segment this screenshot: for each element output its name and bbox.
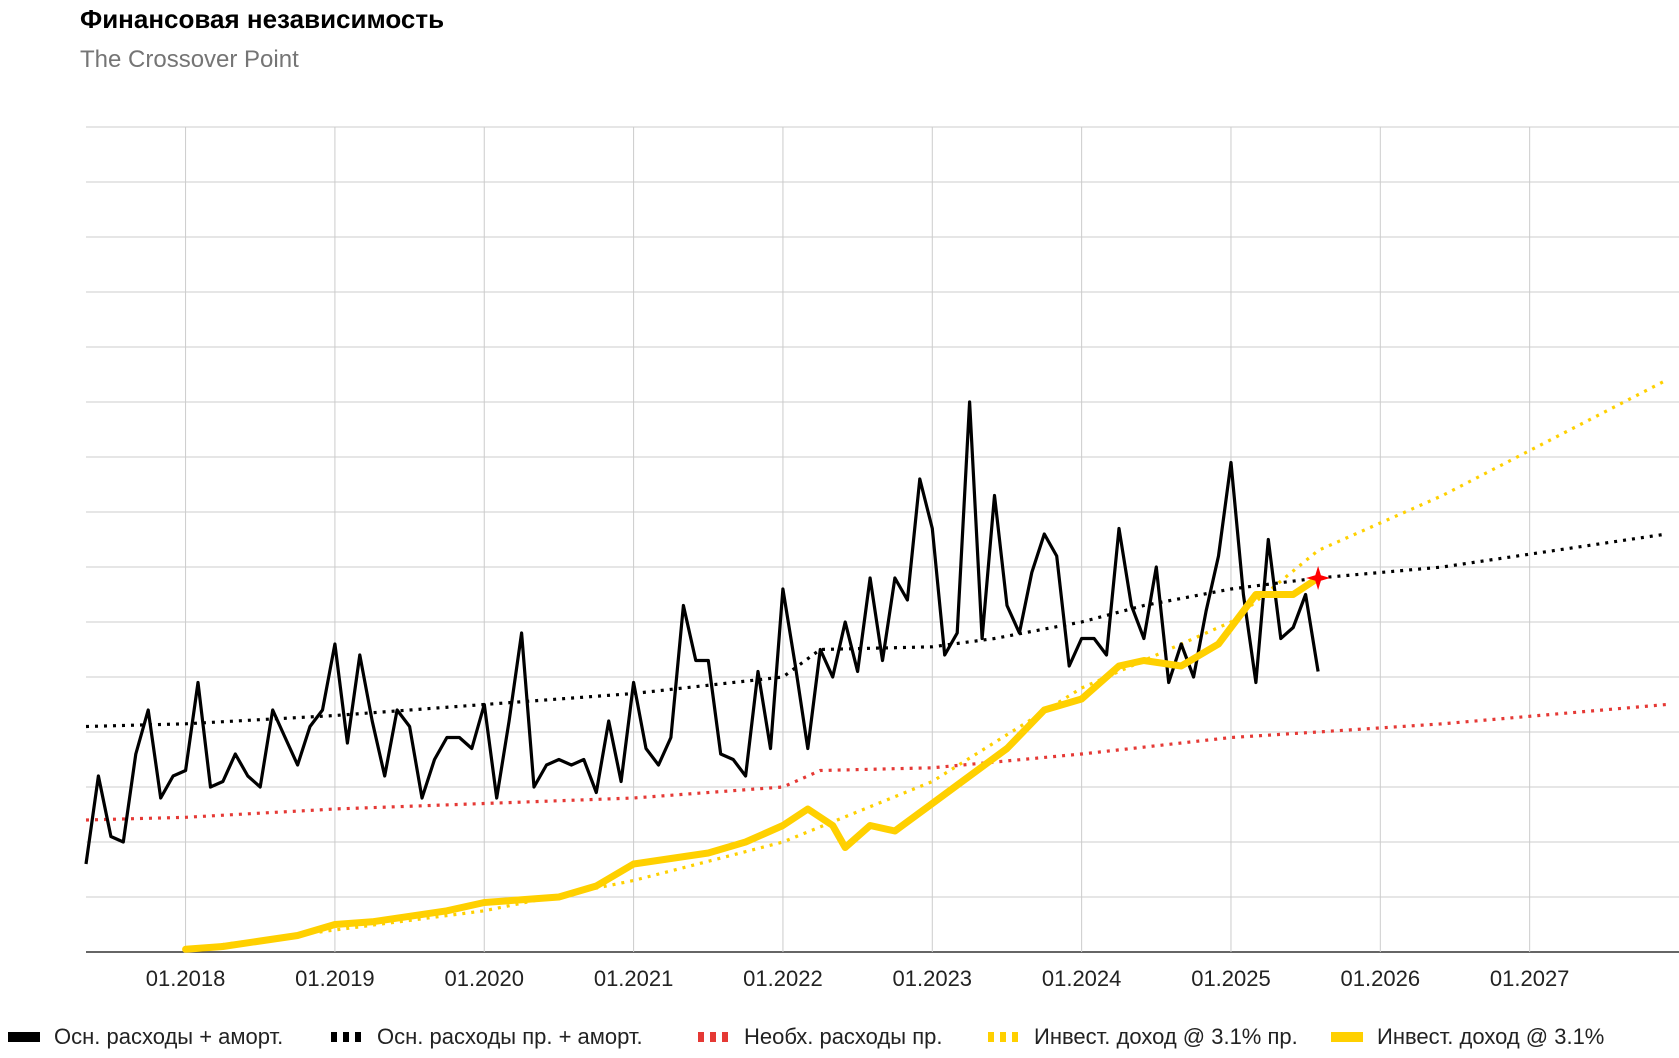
series-line-2 bbox=[85, 702, 1667, 822]
legend-swatch-dotted-black bbox=[331, 1032, 363, 1042]
x-axis-ticks: 01.2018 01.2019 01.2020 01.2021 01.2022 01.20… bbox=[146, 966, 1570, 991]
x-tick-label: 01.2027 bbox=[1490, 966, 1570, 991]
series-line-0 bbox=[84, 400, 1320, 865]
series-line-4 bbox=[182, 574, 1322, 953]
legend-item-invest-income-forecast[interactable]: Инвест. доход @ 3.1% пр. bbox=[988, 1024, 1298, 1050]
legend-swatch-dotted-red bbox=[698, 1032, 730, 1042]
legend-item-main-expenses[interactable]: Осн. расходы + аморт. bbox=[8, 1024, 283, 1050]
series-line-3 bbox=[185, 378, 1668, 951]
legend-item-invest-income[interactable]: Инвест. доход @ 3.1% bbox=[1331, 1024, 1604, 1050]
legend-label: Необх. расходы пр. bbox=[744, 1024, 943, 1049]
x-tick-label: 01.2018 bbox=[146, 966, 226, 991]
legend-label: Инвест. доход @ 3.1% bbox=[1377, 1024, 1605, 1049]
crossover-star-marker bbox=[1306, 566, 1331, 590]
legend-label: Осн. расходы пр. + аморт. bbox=[377, 1024, 643, 1049]
gridlines bbox=[86, 126, 1679, 953]
legend-swatch-solid-yellow bbox=[1331, 1032, 1363, 1042]
x-tick-label: 01.2021 bbox=[594, 966, 674, 991]
chart-legend: Осн. расходы + аморт. Осн. расходы пр. +… bbox=[0, 1024, 1679, 1056]
legend-swatch-dotted-yellow bbox=[988, 1032, 1020, 1042]
legend-label: Осн. расходы + аморт. bbox=[54, 1024, 284, 1049]
x-tick-label: 01.2025 bbox=[1191, 966, 1271, 991]
crossover-marker-layer bbox=[1306, 566, 1331, 590]
crossover-chart: 01.2018 01.2019 01.2020 01.2021 01.2022 01.20… bbox=[84, 126, 1679, 991]
x-tick-label: 01.2022 bbox=[743, 966, 823, 991]
legend-swatch-solid-black bbox=[8, 1032, 40, 1042]
x-tick-label: 01.2026 bbox=[1341, 966, 1421, 991]
x-tick-label: 01.2019 bbox=[295, 966, 375, 991]
x-tick-label: 01.2023 bbox=[893, 966, 973, 991]
chart-subtitle: The Crossover Point bbox=[80, 46, 299, 73]
legend-item-main-expenses-forecast[interactable]: Осн. расходы пр. + аморт. bbox=[331, 1024, 643, 1050]
legend-label: Инвест. доход @ 3.1% пр. bbox=[1034, 1024, 1298, 1049]
x-tick-label: 01.2024 bbox=[1042, 966, 1122, 991]
chart-title: Финансовая независимость bbox=[80, 4, 445, 34]
x-tick-label: 01.2020 bbox=[444, 966, 524, 991]
legend-item-required-expenses-forecast[interactable]: Необх. расходы пр. bbox=[698, 1024, 942, 1050]
series-line-1 bbox=[85, 532, 1667, 729]
series-lines bbox=[84, 378, 1668, 953]
